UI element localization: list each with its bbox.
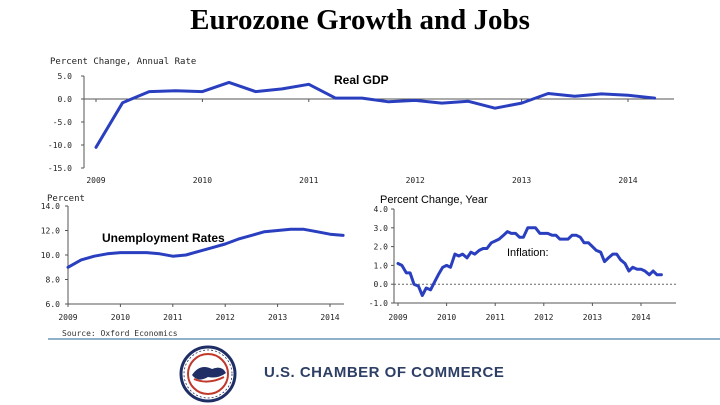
unemployment-x-tick-label: 2014	[320, 313, 339, 322]
gdp-series-line	[94, 80, 657, 149]
unemployment-ylabel: Percent	[47, 194, 85, 204]
gdp-x-tick-label: 2010	[193, 176, 212, 185]
gdp-x-tick-label: 2014	[618, 176, 637, 185]
gdp-y-tick-label: 0.0	[58, 95, 73, 104]
inflation-y-tick-label: 0.0	[374, 280, 389, 289]
gdp-x-tick-label: 2009	[86, 176, 105, 185]
inflation-x-tick-label: 2009	[388, 313, 407, 322]
inflation-y-tick-label: 1.0	[374, 261, 389, 270]
gdp-y-tick-label: -15.0	[48, 164, 72, 173]
footer-divider	[48, 338, 720, 340]
gdp-y-tick-label: -10.0	[48, 141, 72, 150]
inflation-x-tick-label: 2012	[534, 313, 553, 322]
inflation-series-label: Inflation:	[507, 247, 549, 259]
page-title: Eurozone Growth and Jobs	[190, 4, 530, 36]
unemployment-y-tick-label: 10.0	[41, 251, 60, 260]
unemployment-x-tick-label: 2013	[268, 313, 287, 322]
source-note: Source: Oxford Economics	[62, 329, 178, 338]
unemployment-x-tick-label: 2011	[163, 313, 182, 322]
unemployment-y-tick-label: 6.0	[46, 300, 61, 309]
inflation-y-tick-label: 2.0	[374, 243, 389, 252]
chamber-seal-icon	[179, 345, 237, 403]
gdp-x-tick-label: 2011	[299, 176, 318, 185]
gdp-series-label: Real GDP	[334, 73, 389, 87]
inflation-x-tick-label: 2010	[437, 313, 456, 322]
inflation-x-tick-label: 2014	[631, 313, 650, 322]
unemployment-y-tick-label: 14.0	[41, 202, 60, 211]
inflation-x-tick-label: 2011	[486, 313, 505, 322]
unemployment-y-tick-label: 12.0	[41, 227, 60, 236]
unemployment-series-label: Unemployment Rates	[102, 231, 225, 245]
gdp-y-tick-label: -5.0	[53, 118, 72, 127]
inflation-series-line	[396, 226, 663, 297]
unemployment-y-tick-label: 8.0	[46, 276, 61, 285]
unemployment-x-tick-label: 2009	[58, 313, 77, 322]
footer-branding: U.S. CHAMBER OF COMMERCE	[168, 345, 548, 403]
gdp-ylabel: Percent Change, Annual Rate	[50, 57, 197, 67]
gdp-x-tick-label: 2013	[512, 176, 531, 185]
gdp-x-tick-label: 2012	[406, 176, 425, 185]
unemployment-x-tick-label: 2010	[111, 313, 130, 322]
inflation-x-tick-label: 2013	[583, 313, 602, 322]
gdp-y-tick-label: 5.0	[58, 72, 73, 81]
inflation-ylabel: Percent Change, Year	[380, 194, 488, 206]
unemployment-series-line	[66, 227, 345, 269]
inflation-y-tick-label: 4.0	[374, 205, 389, 214]
inflation-y-tick-label: -1.0	[369, 299, 388, 308]
unemployment-x-tick-label: 2012	[216, 313, 235, 322]
organization-name: U.S. CHAMBER OF COMMERCE	[264, 364, 505, 381]
inflation-y-tick-label: 3.0	[374, 224, 389, 233]
